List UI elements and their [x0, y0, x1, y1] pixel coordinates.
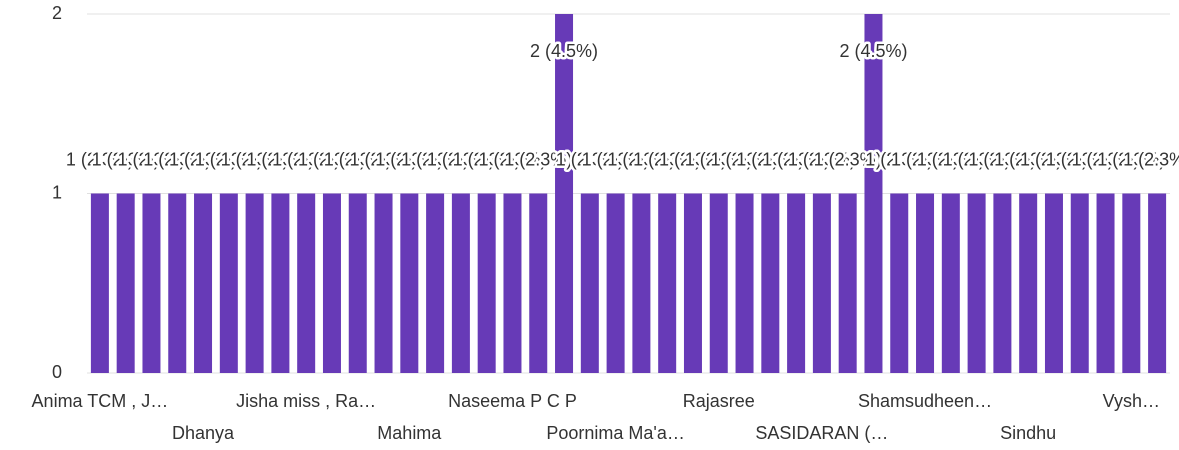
- bar: [916, 193, 935, 373]
- value-label: 1 (2.3%): [1046, 149, 1114, 169]
- value-label: 1 (2.3%): [736, 149, 804, 169]
- bar: [348, 193, 367, 373]
- bar: [967, 193, 986, 373]
- bar: [864, 14, 883, 373]
- value-label: 1 (2.3%): [943, 149, 1011, 169]
- value-label: 1 (2.3%): [117, 149, 185, 169]
- bar: [297, 193, 316, 373]
- bar: [426, 193, 445, 373]
- bar: [1096, 193, 1115, 373]
- value-label: 1 (2.3%): [143, 149, 211, 169]
- value-label: 1 (2.3%): [917, 149, 985, 169]
- value-label: 1 (2.3%): [169, 149, 237, 169]
- value-label: 1 (2.3%): [350, 149, 418, 169]
- bar: [503, 193, 522, 373]
- value-label: 1 (2.3%): [659, 149, 727, 169]
- value-label: 1 (2.3%): [401, 149, 469, 169]
- bar: [1148, 193, 1167, 373]
- value-label: 1 (2.3%): [1123, 149, 1179, 169]
- bar: [890, 193, 909, 373]
- bar: [941, 193, 960, 373]
- x-tick-label: Naseema P C P: [448, 391, 577, 411]
- value-label: 1 (2.3%): [298, 149, 366, 169]
- x-tick-label: Rajasree: [683, 391, 755, 411]
- bar: [142, 193, 161, 373]
- bar: [245, 193, 264, 373]
- value-label: 1 (2.3%): [685, 149, 753, 169]
- value-label: 1 (2.3%): [556, 149, 624, 169]
- value-label: 1 (2.3%): [582, 149, 650, 169]
- value-label: 1 (2.3%): [891, 149, 959, 169]
- value-label: 1 (2.3%): [66, 149, 134, 169]
- x-tick-label: Shamsudheen…: [858, 391, 992, 411]
- bar: [812, 193, 831, 373]
- bar: [580, 193, 599, 373]
- value-label: 1 (2.3%): [1097, 149, 1165, 169]
- value-label: 1 (2.3%): [994, 149, 1062, 169]
- x-tick-label: Mahima: [377, 423, 442, 443]
- x-tick-label: Sindhu: [1000, 423, 1056, 443]
- value-label: 1 (2.3%): [968, 149, 1036, 169]
- value-label: 1 (2.3%): [607, 149, 675, 169]
- value-label: 1 (2.3%): [814, 149, 882, 169]
- x-tick-label: Anima TCM , J…: [32, 391, 169, 411]
- bar: [709, 193, 728, 373]
- value-label: 1 (2.3%): [1020, 149, 1088, 169]
- y-tick-label: 1: [52, 182, 62, 202]
- bar: [838, 193, 857, 373]
- bar: [683, 193, 702, 373]
- value-label: 1 (2.3%): [427, 149, 495, 169]
- bar: [555, 14, 574, 373]
- bar: [400, 193, 419, 373]
- x-tick-label: Poornima Ma'a…: [546, 423, 685, 443]
- value-label: 1 (2.3%): [195, 149, 263, 169]
- bar: [993, 193, 1012, 373]
- value-label: 1 (2.3%): [762, 149, 830, 169]
- x-tick-label: Dhanya: [172, 423, 235, 443]
- bar: [271, 193, 290, 373]
- value-label: 1 (2.3%): [375, 149, 443, 169]
- value-label: 2 (4.5%): [839, 41, 907, 61]
- value-label: 1 (2.3%): [92, 149, 160, 169]
- value-label: 1 (2.3%): [453, 149, 521, 169]
- value-label: 1 (2.3%): [324, 149, 392, 169]
- bar: [116, 193, 135, 373]
- value-label: 1 (2.3%): [865, 149, 933, 169]
- value-label: 2 (4.5%): [530, 41, 598, 61]
- bar: [1070, 193, 1089, 373]
- bar: [1122, 193, 1141, 373]
- bar: [529, 193, 548, 373]
- bar: [90, 193, 109, 373]
- bar: [374, 193, 393, 373]
- bar: [219, 193, 238, 373]
- x-tick-label: SASIDARAN (…: [755, 423, 888, 443]
- bar: [735, 193, 754, 373]
- x-tick-label: Vysh…: [1103, 391, 1160, 411]
- y-tick-label: 2: [52, 3, 62, 23]
- value-label: 1 (2.3%): [788, 149, 856, 169]
- x-tick-label: Jisha miss , Ra…: [236, 391, 376, 411]
- bar: [632, 193, 651, 373]
- value-label: 1 (2.3%): [478, 149, 546, 169]
- bar: [194, 193, 213, 373]
- bar: [477, 193, 496, 373]
- bar: [1019, 193, 1038, 373]
- bar: [1044, 193, 1063, 373]
- bar: [168, 193, 187, 373]
- value-label: 1 (2.3%): [272, 149, 340, 169]
- bar: [451, 193, 470, 373]
- value-label: 1 (2.3%): [1072, 149, 1140, 169]
- value-label: 1 (2.3%): [633, 149, 701, 169]
- bar: [658, 193, 677, 373]
- bar: [761, 193, 780, 373]
- value-label: 1 (2.3%): [711, 149, 779, 169]
- bar: [606, 193, 625, 373]
- bar: [787, 193, 806, 373]
- bar: [322, 193, 341, 373]
- value-label: 1 (2.3%): [504, 149, 572, 169]
- value-label: 1 (2.3%): [246, 149, 314, 169]
- value-label: 1 (2.3%): [221, 149, 289, 169]
- y-tick-label: 0: [52, 362, 62, 382]
